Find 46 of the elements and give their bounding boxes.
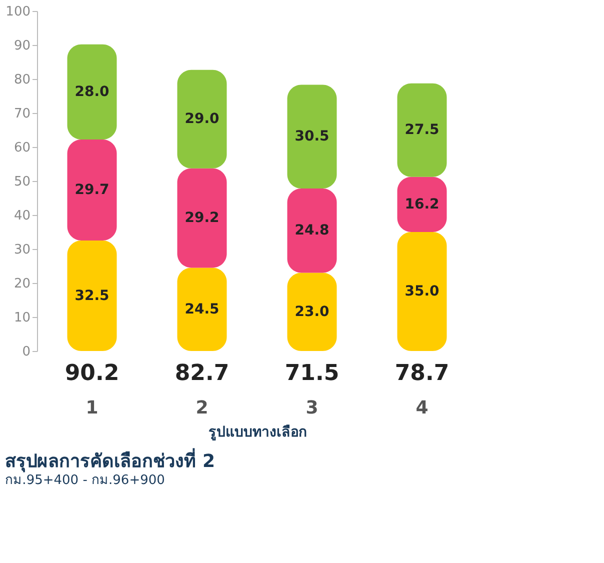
x-tick-label: 2 [196, 398, 208, 418]
y-tick-label: 30 [14, 242, 30, 258]
data-label: 23.0 [294, 304, 330, 320]
bar [397, 232, 447, 351]
data-label: 30.5 [294, 128, 330, 145]
data-label: 32.5 [74, 288, 110, 304]
data-label: 35.0 [404, 284, 440, 300]
y-tick-label: 40 [14, 208, 30, 224]
y-tick-label: 90 [14, 38, 30, 54]
text: สรุปผลการคัดเลือกช่วงที่ 2 [5, 448, 215, 473]
bar [287, 272, 337, 351]
text: 78.7 [394, 361, 450, 386]
bar [287, 84, 337, 188]
text: 82.7 [174, 361, 230, 386]
data-label: 27.5 [404, 122, 440, 138]
data-label: 29.7 [74, 182, 110, 198]
y-tick-label: 70 [14, 106, 30, 122]
bar [287, 188, 337, 273]
y-tick-label: 0 [22, 344, 30, 360]
text: 71.5 [284, 361, 340, 386]
bar [397, 83, 447, 177]
text: 90.2 [64, 361, 120, 386]
y-tick-label: 50 [14, 174, 30, 190]
data-label: 16.2 [404, 196, 440, 212]
y-tick-label: 80 [14, 72, 30, 88]
data-label: 28.0 [74, 84, 110, 100]
bar [177, 70, 227, 168]
x-tick-label: 1 [86, 398, 98, 418]
bar [397, 176, 447, 232]
bar [177, 168, 227, 268]
bar [67, 140, 117, 240]
x-tick-label: 3 [306, 398, 318, 418]
bar [67, 240, 117, 351]
data-label: 29.2 [184, 210, 220, 226]
x-axis-title: รูปแบบทางเลือก [208, 424, 306, 440]
y-tick-label: 100 [6, 4, 30, 20]
data-label: 29.0 [184, 111, 220, 128]
bar [177, 268, 227, 351]
y-tick-label: 60 [14, 140, 30, 156]
text: กม.95+400 - กม.96+900 [5, 473, 165, 488]
data-label: 24.8 [294, 222, 330, 239]
x-tick-label: 4 [416, 398, 428, 418]
data-label: 24.5 [184, 301, 220, 318]
y-tick-label: 10 [14, 310, 30, 326]
y-tick-label: 20 [14, 276, 30, 292]
bar [67, 44, 117, 140]
